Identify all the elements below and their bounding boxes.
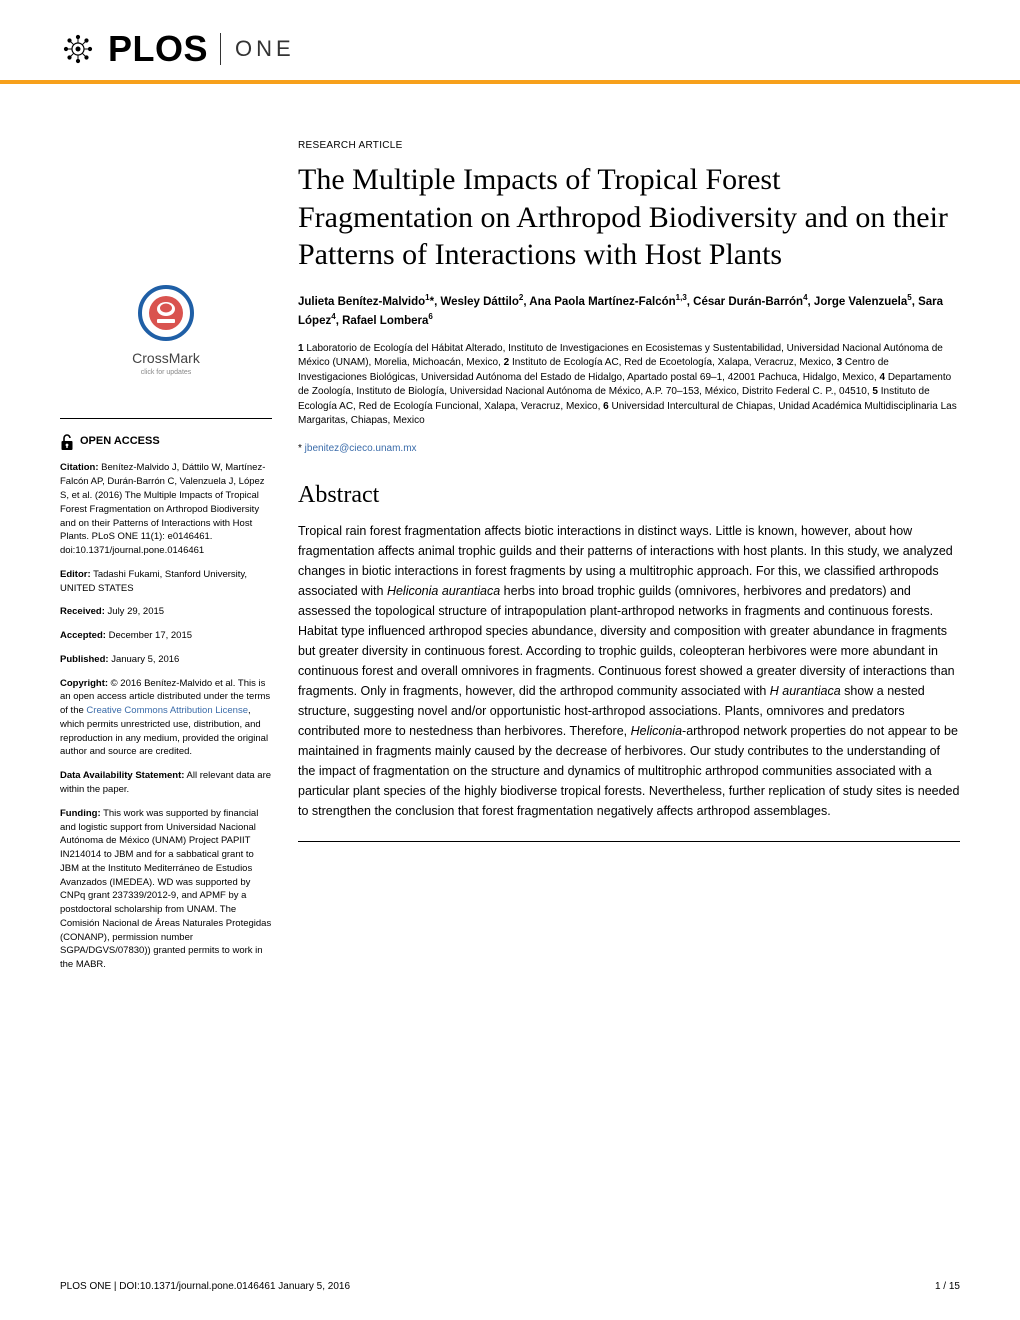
funding-block: Funding: This work was supported by fina… <box>60 807 272 972</box>
journal-subtitle: ONE <box>235 36 295 62</box>
abstract-heading: Abstract <box>298 482 960 509</box>
journal-logo: PLOS ONE <box>60 28 960 70</box>
corr-email-link[interactable]: jbenitez@cieco.unam.mx <box>305 443 417 454</box>
accepted-block: Accepted: December 17, 2015 <box>60 629 272 643</box>
crossmark-label: CrossMark <box>60 348 272 368</box>
page-header: PLOS ONE <box>0 0 1020 84</box>
abstract-end-rule <box>298 841 960 842</box>
corr-star: * <box>298 443 305 454</box>
sidebar-rule <box>60 418 272 419</box>
citation-text: Benítez-Malvido J, Dáttilo W, Martínez-F… <box>60 462 265 556</box>
received-block: Received: July 29, 2015 <box>60 605 272 619</box>
authors-list: Julieta Benítez-Malvido1*, Wesley Dáttil… <box>298 292 960 330</box>
editor-block: Editor: Tadashi Fukami, Stanford Univers… <box>60 568 272 596</box>
main-content: RESEARCH ARTICLE The Multiple Impacts of… <box>290 84 960 982</box>
abstract-body: Tropical rain forest fragmentation affec… <box>298 521 960 821</box>
funding-text: This work was supported by financial and… <box>60 808 271 970</box>
published-block: Published: January 5, 2016 <box>60 653 272 667</box>
data-availability-block: Data Availability Statement: All relevan… <box>60 769 272 797</box>
article-title: The Multiple Impacts of Tropical Forest … <box>298 161 960 274</box>
editor-label: Editor: <box>60 569 91 580</box>
received-text: July 29, 2015 <box>105 606 164 617</box>
accepted-label: Accepted: <box>60 630 106 641</box>
logo-divider <box>220 33 221 65</box>
plos-icon <box>60 31 96 67</box>
accepted-text: December 17, 2015 <box>106 630 192 641</box>
page-footer: PLOS ONE | DOI:10.1371/journal.pone.0146… <box>60 1281 960 1292</box>
article-type: RESEARCH ARTICLE <box>298 140 960 151</box>
correspondence: * jbenitez@cieco.unam.mx <box>298 443 960 454</box>
funding-label: Funding: <box>60 808 101 819</box>
cc-license-link[interactable]: Creative Commons Attribution License <box>86 705 248 716</box>
footer-right: 1 / 15 <box>935 1281 960 1292</box>
copyright-block: Copyright: © 2016 Benítez-Malvido et al.… <box>60 677 272 760</box>
open-access-label: OPEN ACCESS <box>80 434 160 450</box>
crossmark-sublabel: click for updates <box>60 368 272 378</box>
plos-logo-text: PLOS <box>108 28 208 70</box>
citation-block: Citation: Benítez-Malvido J, Dáttilo W, … <box>60 461 272 557</box>
published-text: January 5, 2016 <box>109 654 180 665</box>
footer-left: PLOS ONE | DOI:10.1371/journal.pone.0146… <box>60 1281 350 1292</box>
data-label: Data Availability Statement: <box>60 770 184 781</box>
sidebar: CrossMark click for updates OPEN ACCESS … <box>60 84 290 982</box>
crossmark-badge[interactable]: CrossMark click for updates <box>60 284 272 378</box>
open-access: OPEN ACCESS <box>60 433 272 451</box>
open-access-icon <box>60 433 74 451</box>
published-label: Published: <box>60 654 109 665</box>
received-label: Received: <box>60 606 105 617</box>
crossmark-icon <box>137 284 195 342</box>
citation-label: Citation: <box>60 462 99 473</box>
copyright-label: Copyright: <box>60 678 108 689</box>
affiliations: 1 Laboratorio de Ecología del Hábitat Al… <box>298 342 960 429</box>
